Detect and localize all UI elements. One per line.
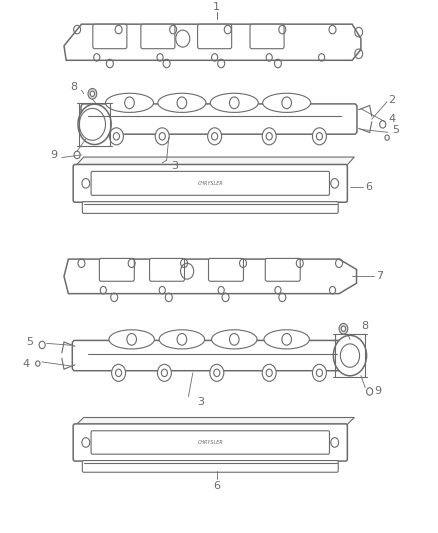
FancyBboxPatch shape xyxy=(250,24,284,49)
Circle shape xyxy=(282,97,291,109)
Circle shape xyxy=(157,365,171,381)
Circle shape xyxy=(116,369,122,377)
Circle shape xyxy=(90,91,95,96)
FancyBboxPatch shape xyxy=(73,165,347,202)
FancyBboxPatch shape xyxy=(141,24,175,49)
Ellipse shape xyxy=(78,104,111,144)
FancyBboxPatch shape xyxy=(81,104,357,134)
Text: CHRYSLER: CHRYSLER xyxy=(198,181,223,186)
Text: 8: 8 xyxy=(361,321,368,331)
Circle shape xyxy=(113,133,120,140)
Circle shape xyxy=(230,334,239,345)
Ellipse shape xyxy=(264,330,309,349)
Text: CHRYSLER: CHRYSLER xyxy=(198,440,223,445)
FancyBboxPatch shape xyxy=(99,259,134,281)
Text: 5: 5 xyxy=(26,337,33,348)
FancyBboxPatch shape xyxy=(91,431,329,454)
Circle shape xyxy=(161,369,167,377)
Circle shape xyxy=(312,365,326,381)
PathPatch shape xyxy=(64,259,357,294)
PathPatch shape xyxy=(75,417,354,426)
Ellipse shape xyxy=(159,330,205,349)
Text: 3: 3 xyxy=(171,160,178,171)
FancyBboxPatch shape xyxy=(150,259,184,281)
FancyBboxPatch shape xyxy=(91,172,329,195)
Ellipse shape xyxy=(109,330,154,349)
Ellipse shape xyxy=(212,330,257,349)
Circle shape xyxy=(262,128,276,145)
Ellipse shape xyxy=(263,93,311,112)
Circle shape xyxy=(339,324,348,334)
Circle shape xyxy=(208,128,222,145)
Ellipse shape xyxy=(210,93,258,112)
Circle shape xyxy=(125,97,134,109)
FancyBboxPatch shape xyxy=(72,341,357,371)
Ellipse shape xyxy=(85,112,104,136)
Circle shape xyxy=(112,365,126,381)
Circle shape xyxy=(88,88,97,99)
Circle shape xyxy=(266,133,272,140)
PathPatch shape xyxy=(64,24,361,60)
FancyBboxPatch shape xyxy=(82,461,338,472)
Circle shape xyxy=(127,334,137,345)
Circle shape xyxy=(341,326,346,332)
Text: 6: 6 xyxy=(213,481,220,490)
Ellipse shape xyxy=(79,108,106,140)
Circle shape xyxy=(262,365,276,381)
Circle shape xyxy=(230,97,239,109)
Circle shape xyxy=(177,97,187,109)
Ellipse shape xyxy=(340,344,360,367)
Circle shape xyxy=(177,334,187,345)
Ellipse shape xyxy=(333,335,367,376)
Text: 2: 2 xyxy=(389,95,396,105)
Circle shape xyxy=(212,133,218,140)
Text: 5: 5 xyxy=(392,125,399,135)
PathPatch shape xyxy=(75,157,354,167)
Circle shape xyxy=(312,128,326,145)
Text: 8: 8 xyxy=(70,82,77,92)
Circle shape xyxy=(316,369,322,377)
Circle shape xyxy=(282,334,291,345)
Circle shape xyxy=(210,365,224,381)
Text: 3: 3 xyxy=(197,397,204,407)
Circle shape xyxy=(155,128,169,145)
FancyBboxPatch shape xyxy=(208,259,244,281)
Circle shape xyxy=(110,128,124,145)
Text: 9: 9 xyxy=(374,386,381,397)
FancyBboxPatch shape xyxy=(198,24,232,49)
Text: 6: 6 xyxy=(365,182,372,192)
FancyBboxPatch shape xyxy=(73,424,347,461)
Text: 1: 1 xyxy=(213,2,220,12)
FancyBboxPatch shape xyxy=(265,259,300,281)
Text: 4: 4 xyxy=(22,359,29,368)
Ellipse shape xyxy=(158,93,206,112)
Text: 7: 7 xyxy=(376,271,383,281)
Ellipse shape xyxy=(106,93,153,112)
Circle shape xyxy=(266,369,272,377)
FancyBboxPatch shape xyxy=(93,24,127,49)
Text: 4: 4 xyxy=(388,114,395,124)
Circle shape xyxy=(159,133,165,140)
Circle shape xyxy=(316,133,322,140)
FancyBboxPatch shape xyxy=(82,201,338,213)
Circle shape xyxy=(214,369,220,377)
Text: 9: 9 xyxy=(50,150,57,160)
